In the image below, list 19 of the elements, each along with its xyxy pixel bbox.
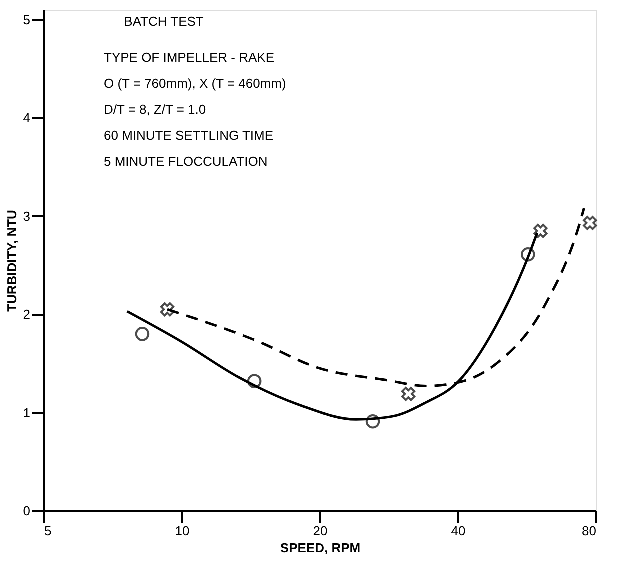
x-axis-title: SPEED, RPM	[280, 540, 361, 556]
annotation: 60 MINUTE SETTLING TIME	[104, 128, 274, 143]
x-tick-label: 20	[313, 524, 328, 538]
y-tick-label: 1	[23, 405, 30, 420]
y-tick-label: 0	[23, 504, 30, 518]
y-axis-title: TURBIDITY, NTU	[4, 210, 20, 312]
y-tick-label: 2	[23, 307, 30, 322]
annotation: O (T = 760mm), X (T = 460mm)	[104, 76, 286, 91]
annotation: TYPE OF IMPELLER - RAKE	[104, 50, 275, 65]
x-tick-label: 40	[451, 524, 466, 538]
annotation: D/T = 8, Z/T = 1.0	[104, 102, 206, 117]
x-tick-label: 10	[175, 524, 190, 538]
annotation: BATCH TEST	[124, 14, 204, 29]
y-tick-label: 3	[23, 208, 30, 224]
annotation: 5 MINUTE FLOCCULATION	[104, 154, 268, 169]
y-tick-label: 4	[23, 110, 30, 126]
x-tick-label: 80	[582, 524, 596, 538]
x-tick-label: 5	[44, 524, 52, 538]
y-tick-label: 5	[23, 12, 30, 28]
